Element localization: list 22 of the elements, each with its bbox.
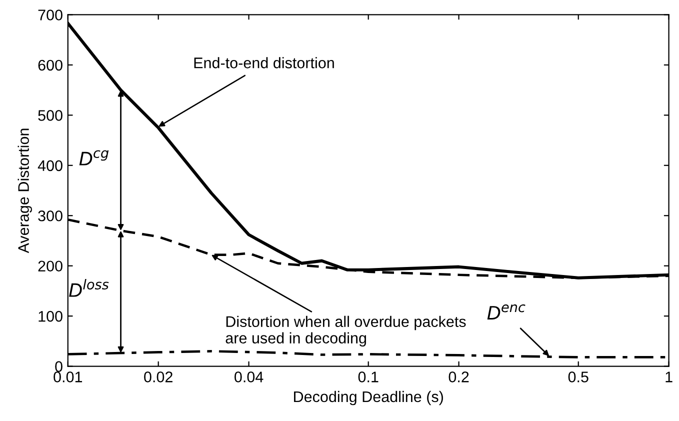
x-tick-label: 0.02	[144, 372, 172, 382]
y-tick-label: 500	[38, 110, 62, 121]
x-tick-label: 0.2	[448, 372, 469, 382]
annotation: D$^{cg}$	[79, 150, 109, 166]
x-tick-label: 0.01	[54, 372, 82, 382]
annotation: End-to-end distortion	[194, 57, 334, 68]
x-tick-label: 0.5	[568, 372, 588, 382]
annotation: Distortion when all overdue packets are used in decoding	[226, 316, 466, 347]
y-axis-title: Average Distortion	[18, 128, 32, 254]
x-tick-label: 0.1	[358, 372, 378, 382]
y-tick-label: 300	[38, 210, 62, 222]
y-tick-label: 100	[38, 310, 62, 322]
y-tick-label: 400	[38, 160, 62, 172]
x-tick-label: 1	[666, 372, 672, 382]
annotation: D$^{enc}$	[487, 304, 526, 320]
y-tick-label: 200	[38, 260, 62, 272]
annotation: D$^{loss}$	[69, 278, 109, 297]
y-tick-label: 0	[55, 361, 62, 372]
x-axis-title: Decoding Deadline (s)	[294, 390, 443, 406]
y-tick-label: 600	[38, 60, 62, 71]
x-tick-label: 0.04	[234, 372, 264, 382]
y-tick-label: 700	[38, 10, 62, 20]
